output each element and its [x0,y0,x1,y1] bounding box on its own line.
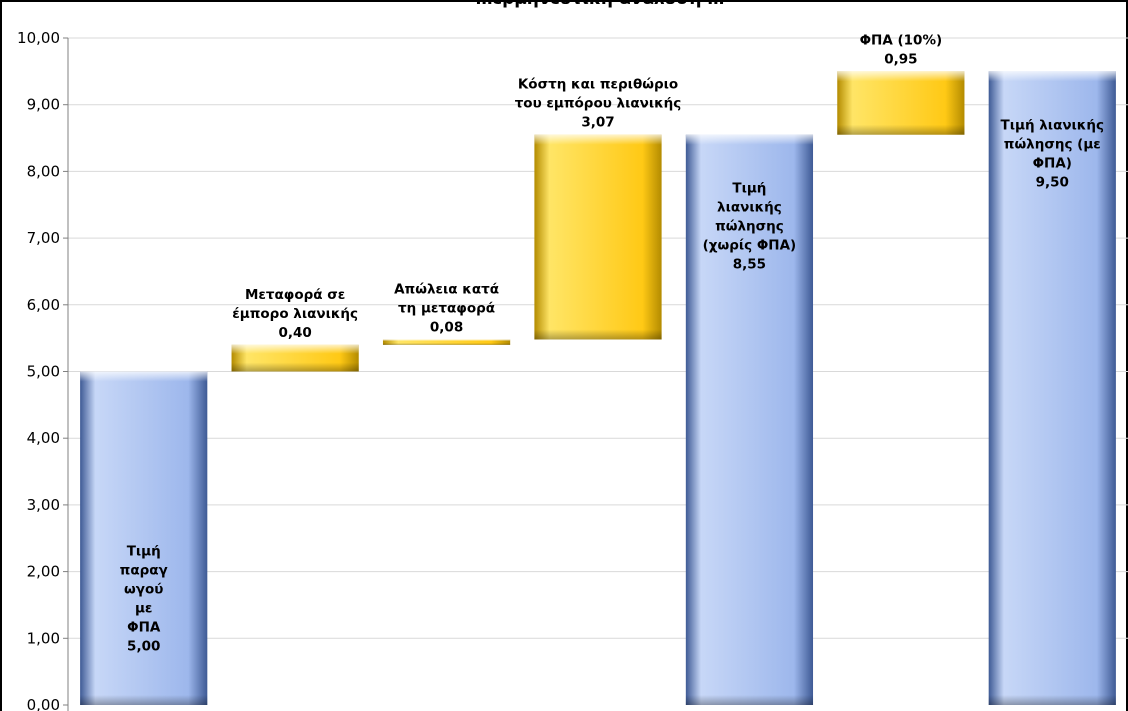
data-label: Τιμή [732,181,766,197]
data-label: παραγ [120,562,168,578]
total-bar [988,71,1116,706]
delta-bar [231,344,359,372]
bar-body [80,371,208,705]
total-bar [80,371,208,705]
data-label: Κόστη και περιθώριο [518,77,678,93]
delta-bar [382,339,511,345]
y-tick-label: 2,00 [27,563,60,581]
data-label: με [135,600,152,616]
bar-bevel-bottom [80,695,208,705]
data-label: Τιμή λιανικής [1001,117,1104,133]
delta-bar [837,71,965,135]
data-label: ΦΠΑ (10%) [860,32,943,48]
bar-bevel-bottom [685,695,814,705]
data-label: 0,08 [430,319,463,335]
data-label: Τιμή [127,543,161,559]
bar-bevel-top [382,339,511,342]
bar-body [534,134,662,340]
data-label: 3,07 [581,115,614,131]
bar-body [988,71,1116,706]
y-tick-label: 10,00 [17,29,60,47]
bar-body [382,339,511,345]
bar-bevel-top [988,71,1116,82]
bar-bevel-bottom [837,124,965,135]
data-label: λιανικής [717,200,782,216]
y-axis-ticks: 0,00 1,00 2,00 3,00 4,00 5,00 6,00 7,00 8,00 9,00… [17,29,60,711]
data-label: Απώλεια κατά [394,281,499,297]
bar-body [685,134,814,706]
bar-bevel-bottom [534,329,662,340]
data-label: ωγού [124,581,163,597]
data-label: 9,50 [1036,174,1069,190]
data-label: ΦΠΑ) [1033,155,1072,171]
data-label: (χωρίς ΦΠΑ) [703,238,797,254]
data-label: έμπορο λιανικής [232,306,358,322]
bar-bevel-bottom [382,343,511,345]
bar-bevel-top [80,371,208,382]
data-label: 8,55 [733,257,766,273]
total-bar [685,134,814,706]
data-label: πώλησης [715,219,784,235]
bar-bevel-top [685,134,814,145]
delta-bar [534,134,662,340]
chart-title: …ερμηνευτική ανάλυση … [476,0,725,9]
y-tick-label: 3,00 [27,496,60,514]
data-label: τη μεταφορά [398,300,495,316]
data-label: του εμπόρου λιανικής [515,96,682,112]
y-tick-label: 8,00 [27,162,60,180]
y-tick-label: 9,00 [27,96,60,114]
y-tick-label: 4,00 [27,429,60,447]
bar-bevel-top [837,71,965,82]
y-tick-label: 7,00 [27,229,60,247]
bar-bevel-top [534,134,662,145]
y-tick-label: 6,00 [27,296,60,314]
data-label: πώλησης (με [1004,136,1101,152]
y-tick-label: 1,00 [27,629,60,647]
data-labels-group: Τιμή παραγ ωγού με ΦΠΑ 5,00 Μεταφορά σε έμπορο … [120,32,1104,654]
bar-body [837,71,965,135]
bar-bevel-top [231,344,359,354]
data-label: 0,95 [884,51,917,67]
data-label: Μεταφορά σε [245,287,345,303]
data-label: ΦΠΑ [127,619,161,635]
y-tick-label: 0,00 [27,696,60,711]
bar-bevel-bottom [988,695,1116,705]
bar-bevel-bottom [231,362,359,372]
bars-group [80,71,1116,706]
y-tick-label: 5,00 [27,363,60,381]
data-label: 0,40 [278,325,311,341]
data-label: 5,00 [127,638,160,654]
